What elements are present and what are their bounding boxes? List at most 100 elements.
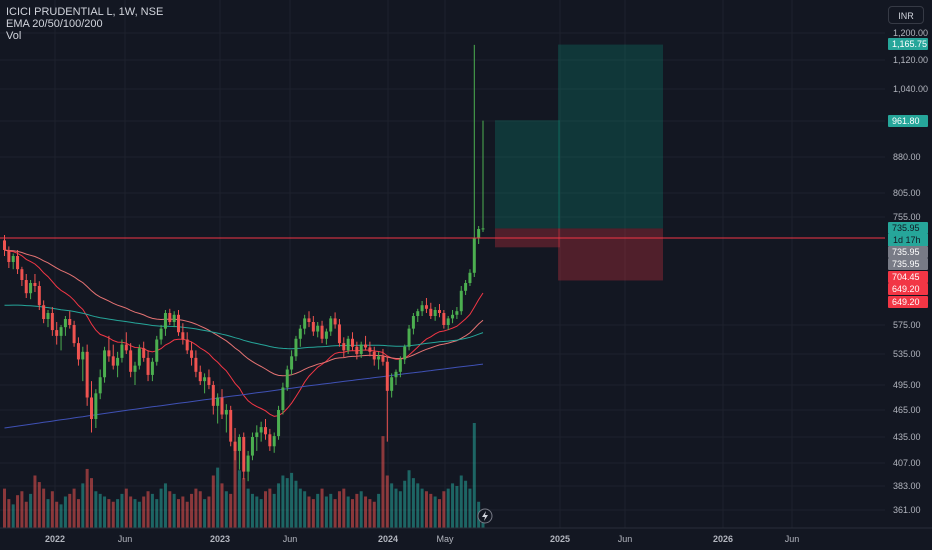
volume-bar: [424, 491, 428, 528]
candle-body: [11, 256, 15, 262]
target-zone[interactable]: [495, 120, 560, 229]
candle-body: [459, 290, 463, 312]
volume-bar: [55, 501, 59, 528]
volume-bar: [281, 475, 285, 528]
ema-indicator-label[interactable]: EMA 20/50/100/200: [6, 18, 103, 30]
candle-body: [451, 314, 455, 319]
volume-bar: [129, 496, 133, 528]
candle-body: [163, 313, 167, 329]
price-tick-label: 407.00: [893, 458, 921, 468]
candle-body: [76, 343, 80, 360]
candle-body: [329, 318, 333, 332]
volume-bar: [211, 475, 215, 528]
candle-body: [294, 338, 298, 357]
volume-bar: [446, 488, 450, 528]
candle-body: [181, 332, 185, 340]
volume-bar: [307, 496, 311, 528]
countdown-label: 1d 17h: [893, 235, 921, 245]
candle-body: [229, 410, 233, 442]
candle-body: [250, 437, 254, 456]
time-tick-label: Jun: [785, 534, 800, 544]
volume-bar: [107, 499, 111, 528]
symbol-title[interactable]: ICICI PRUDENTIAL L, 1W, NSE: [6, 6, 164, 18]
time-tick-label: 2024: [378, 534, 398, 544]
volume-bar: [416, 483, 420, 528]
price-tick-label: 383.00: [893, 481, 921, 491]
candle-body: [438, 310, 441, 313]
candle-body: [320, 325, 324, 339]
volume-bar: [268, 488, 272, 528]
candle-body: [477, 229, 481, 238]
volume-bar: [159, 488, 163, 528]
price-badge: 649.20: [888, 283, 928, 295]
volume-bar: [3, 488, 6, 528]
volume-bar: [342, 488, 346, 528]
candle-body: [468, 272, 472, 283]
currency-label[interactable]: INR: [888, 6, 924, 24]
ema-20-line: [4, 249, 484, 417]
volume-bar: [177, 499, 180, 528]
price-badge: 735.95 1d 17h: [888, 222, 928, 246]
candle-body: [155, 339, 159, 362]
volume-bar: [381, 436, 385, 528]
replay-icon[interactable]: [477, 508, 493, 524]
volume-bar: [242, 478, 246, 528]
candle-body: [72, 325, 76, 344]
price-badge: 735.95: [888, 246, 928, 258]
volume-bar: [20, 491, 24, 528]
candle-body: [264, 427, 267, 435]
price-tick-label: 535.00: [893, 349, 921, 359]
volume-bar: [16, 495, 20, 528]
long-positions[interactable]: [495, 44, 663, 281]
candle-body: [137, 348, 141, 366]
candle-body: [272, 436, 276, 447]
volume-bar: [359, 491, 363, 528]
price-tick-label: 465.00: [893, 405, 921, 415]
volume-bar: [272, 493, 276, 528]
volume-bar: [163, 483, 167, 528]
volume-bar: [324, 496, 328, 528]
candle-body: [150, 361, 154, 375]
candle-body: [211, 385, 215, 406]
volume-bar: [346, 496, 350, 528]
candle-body: [16, 256, 20, 270]
volume-bar: [407, 470, 411, 528]
volume-bar: [37, 482, 41, 528]
candle-body: [159, 328, 163, 340]
stop-zone[interactable]: [558, 228, 663, 281]
candle-body: [268, 434, 272, 447]
candle-body: [433, 310, 437, 316]
candle-body: [246, 455, 250, 472]
volume-indicator-label[interactable]: Vol: [6, 30, 22, 42]
candle-body: [364, 344, 368, 348]
candle-body: [120, 344, 124, 358]
volume-bar: [133, 499, 137, 528]
svg-text:735.95: 735.95: [892, 259, 920, 269]
candle-body: [142, 348, 146, 358]
volume-bar: [403, 480, 407, 528]
candle-body: [333, 318, 337, 325]
price-tick-label: 495.00: [893, 380, 921, 390]
candle-body: [42, 305, 46, 319]
candle-body: [33, 283, 37, 286]
candle-body: [168, 313, 172, 322]
volume-bar: [285, 478, 289, 528]
candle-body: [442, 313, 446, 325]
price-tick-label: 1,120.00: [893, 55, 928, 65]
time-tick-label: Jun: [283, 534, 298, 544]
candle-body: [85, 351, 89, 398]
candle-body: [20, 269, 24, 280]
candle-body: [394, 371, 398, 378]
volume-bar: [337, 491, 341, 528]
candle-body: [324, 331, 328, 339]
target-zone[interactable]: [558, 44, 663, 229]
volume-bar: [464, 480, 468, 528]
candle-body: [298, 328, 302, 339]
volume-bar: [198, 491, 202, 528]
volume-bar: [220, 483, 224, 528]
price-tick-label: 361.00: [893, 505, 921, 515]
volume-bar: [168, 491, 172, 528]
volume-bar: [468, 488, 472, 528]
time-axis[interactable]: 2022 Jun 2023 Jun 2024 May 2025 Jun 2026 Jun: [0, 527, 932, 544]
